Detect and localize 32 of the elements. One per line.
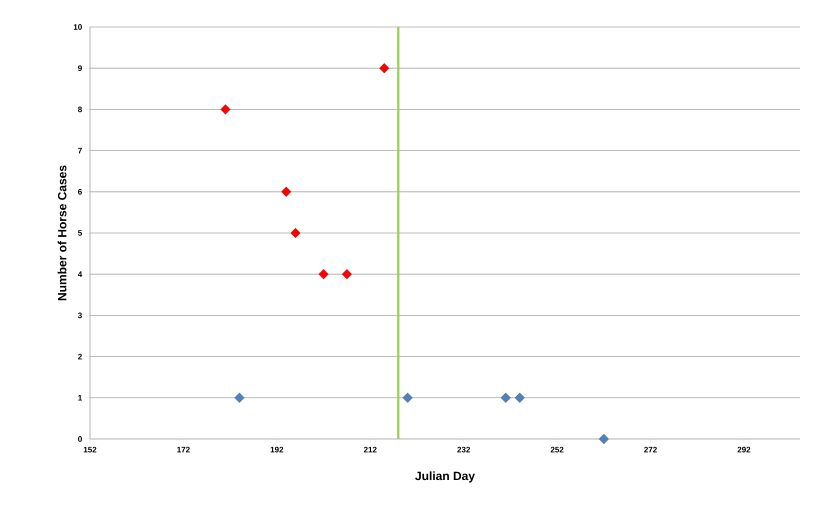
x-tick-label: 292 xyxy=(738,446,750,452)
point xyxy=(318,269,329,280)
point xyxy=(281,186,292,197)
y-tick-label: 4 xyxy=(78,271,82,277)
y-tick-label: 0 xyxy=(78,436,82,442)
y-tick-label: 3 xyxy=(78,312,82,318)
x-tick-label: 252 xyxy=(550,446,564,452)
point xyxy=(402,392,413,403)
point xyxy=(598,434,609,444)
x-axis-title: Julian Day xyxy=(415,471,475,483)
point xyxy=(514,392,525,403)
y-tick-label: 1 xyxy=(78,395,82,401)
y-tick-label: 7 xyxy=(78,148,82,154)
point xyxy=(379,63,390,74)
y-tick-label: 8 xyxy=(78,106,82,112)
point xyxy=(220,104,231,115)
x-tick-label: 192 xyxy=(270,446,284,452)
y-tick-label: 10 xyxy=(74,24,82,30)
y-axis-title: Number of Horse Cases xyxy=(58,165,66,300)
point xyxy=(290,228,301,238)
x-tick-label: 232 xyxy=(457,446,470,452)
x-tick-label: 172 xyxy=(177,446,190,452)
y-tick-label: 9 xyxy=(78,65,82,72)
x-tick-label: 212 xyxy=(364,446,377,452)
point xyxy=(500,392,511,403)
y-tick-label: 2 xyxy=(78,354,82,360)
point xyxy=(342,269,352,280)
x-tick-label: 152 xyxy=(84,446,96,452)
y-tick-label: 6 xyxy=(78,188,82,195)
y-tick-label: 5 xyxy=(78,230,82,236)
point xyxy=(234,392,245,403)
x-tick-label: 272 xyxy=(644,446,657,452)
